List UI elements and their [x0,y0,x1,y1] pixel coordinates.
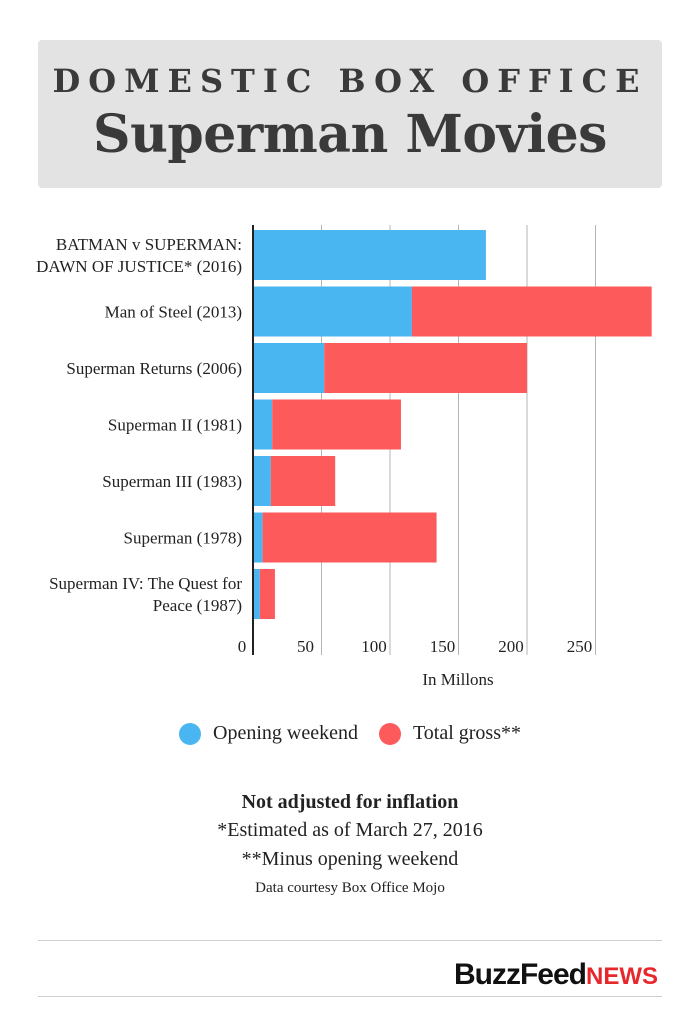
chart-title: Superman Movies [93,104,607,165]
bar-total-5 [262,512,437,563]
x-tick-label-200: 200 [498,637,524,656]
category-label-0: BATMAN v SUPERMAN: DAWN OF JUSTICE* (2016… [36,235,242,276]
category-label-5: Superman (1978) [123,529,242,548]
category-label-2: Superman Returns (2006) [66,359,242,378]
category-label-1: Man of Steel (2013) [105,303,242,322]
legend-swatch-total [378,722,401,745]
inflation-note: Not adjusted for inflation [241,791,459,813]
x-tick-label-100: 100 [361,637,387,656]
legend-item-opening: Opening weekend [179,722,358,745]
source-note: Data courtesy Box Office Mojo [255,880,445,896]
category-label-6: Superman IV: The Quest for Peace (1987) [49,574,242,615]
x-tick-label-150: 150 [430,637,456,656]
legend-swatch-opening [179,722,201,745]
bar-opening-6 [253,569,260,619]
legend-label-total: Total gross** [412,722,521,744]
divider-top [38,940,662,941]
bar-opening-5 [253,512,263,563]
footnotes: Not adjusted for inflation *Estimated as… [0,788,700,897]
bar-chart: BATMAN v SUPERMAN: DAWN OF JUSTICE* (2016… [36,225,652,689]
x-axis-title: In Millons [422,670,493,689]
bar-opening-2 [253,343,325,393]
x-tick-label-50: 50 [297,637,314,656]
x-tick-label-250: 250 [567,637,593,656]
estimate-note: *Estimated as of March 27, 2016 [217,819,483,841]
opening-note: **Minus opening weekend [241,848,459,870]
bar-total-3 [272,399,401,450]
bar-opening-3 [253,399,273,450]
title-box: DOMESTIC BOX OFFICE Superman Movies [38,40,662,188]
bar-total-4 [270,456,336,506]
legend-item-total: Total gross** [378,722,521,745]
chart-kicker: DOMESTIC BOX OFFICE [52,62,648,100]
bar-total-2 [324,343,527,393]
category-label-4: Superman III (1983) [102,472,242,491]
bar-total-1 [411,286,652,337]
category-label-3: Superman II (1981) [108,416,242,435]
bar-opening-1 [253,286,412,337]
bar-opening-4 [253,456,271,506]
buzzfeed-news-logo: BuzzFeedNEWS [454,958,658,992]
legend: Opening weekend Total gross** [0,722,700,751]
legend-label-opening: Opening weekend [213,722,358,744]
bar-opening-0 [253,230,486,280]
logo-text-buzzfeed: BuzzFeed [453,958,587,991]
x-tick-label-0: 0 [238,637,247,656]
divider-bottom [38,996,662,997]
bar-total-6 [259,569,275,619]
logo-text-news: NEWS [586,963,658,990]
